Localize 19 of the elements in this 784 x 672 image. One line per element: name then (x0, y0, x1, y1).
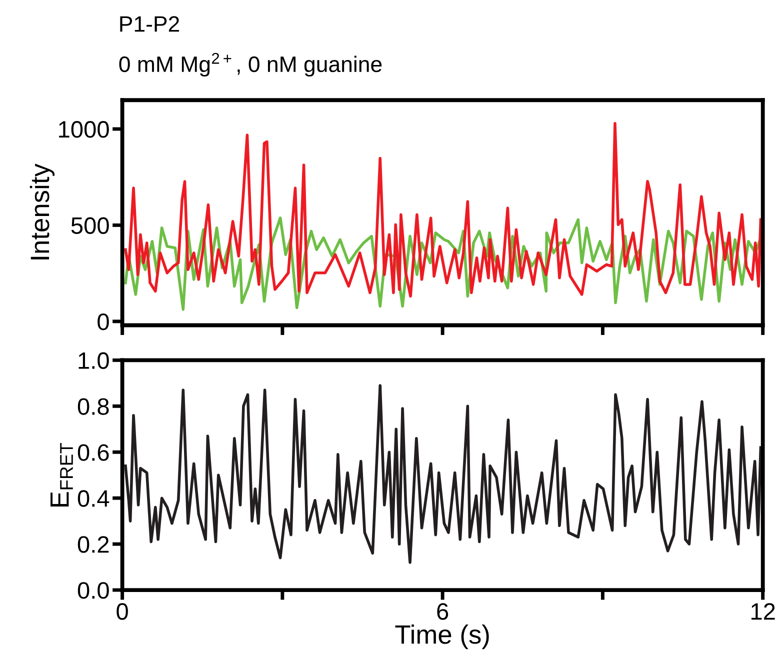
x-tick-label: 6 (437, 603, 448, 620)
y-tick-label: 0.8 (78, 398, 109, 415)
y-tick-label: 500 (71, 217, 109, 234)
chart-title: P1-P2 (120, 16, 180, 32)
y-tick-label: 1000 (59, 121, 109, 138)
line-series (124, 384, 762, 564)
y-axis-title: E$_{FRET}$ (50, 442, 73, 506)
y-tick-label: 0 (98, 313, 109, 330)
y-tick-label: 0.6 (78, 444, 109, 461)
y-tick-label: 0.4 (78, 490, 110, 507)
x-tick-label: 12 (752, 603, 775, 620)
y-axis-title: Intensity (30, 164, 55, 260)
chart-subtitle: 0 mM Mg$^{2+}$, 0 nM guanine (119, 52, 382, 77)
y-tick-label: 0.0 (78, 582, 109, 599)
line-series (124, 122, 762, 298)
x-axis-title: Time (s) (395, 624, 489, 650)
y-tick-label: 1.0 (78, 352, 109, 369)
y-tick-label: 0.2 (78, 536, 109, 553)
x-tick-label: 0 (116, 603, 128, 620)
